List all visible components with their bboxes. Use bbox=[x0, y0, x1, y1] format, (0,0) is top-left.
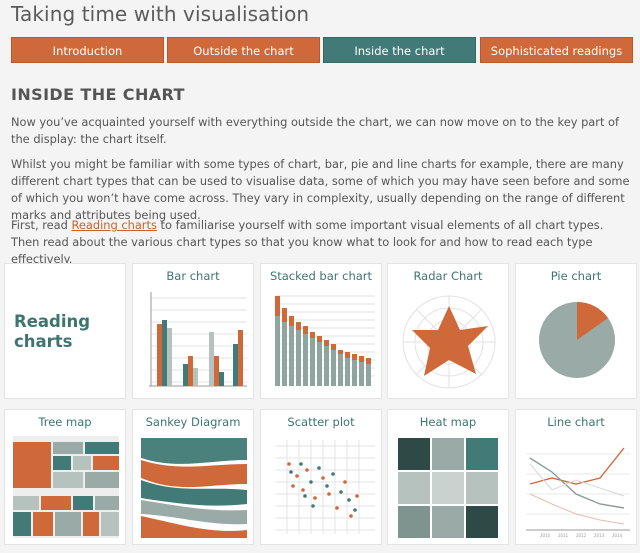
reading-charts-link[interactable]: Reading charts bbox=[71, 218, 157, 232]
card-title: Scatter plot bbox=[287, 415, 355, 429]
tab-sophisticated-readings[interactable]: Sophisticated readings bbox=[480, 37, 633, 63]
line-chart-tick-label: 2011 bbox=[558, 533, 569, 538]
card-heat-map[interactable]: Heat map bbox=[387, 409, 509, 545]
tab-outside-the-chart[interactable]: Outside the chart bbox=[167, 37, 320, 63]
radar-chart-thumbnail bbox=[402, 295, 496, 389]
sankey-diagram-thumbnail bbox=[141, 438, 247, 538]
card-title: Pie chart bbox=[550, 269, 602, 283]
card-title: Sankey Diagram bbox=[145, 415, 241, 429]
tree-map-thumbnail bbox=[13, 436, 119, 538]
section-tabs: Introduction Outside the chart Inside th… bbox=[11, 37, 633, 63]
card-title: Line chart bbox=[547, 415, 605, 429]
card-title: Reading charts bbox=[14, 312, 91, 351]
heat-map-thumbnail bbox=[398, 438, 498, 538]
line-chart-tick-label: 2013 bbox=[594, 533, 605, 538]
intro-paragraph: Now you’ve acquainted yourself with ever… bbox=[11, 115, 620, 146]
card-title: Heat map bbox=[419, 415, 477, 429]
card-tree-map[interactable]: Tree map bbox=[4, 409, 126, 545]
card-title: Stacked bar chart bbox=[269, 269, 373, 283]
site-title: Taking time with visualisation bbox=[11, 2, 310, 26]
card-pie-chart[interactable]: Pie chart bbox=[515, 263, 637, 399]
scatter-plot-thumbnail bbox=[275, 440, 375, 534]
card-scatter-plot[interactable]: Scatter plot bbox=[260, 409, 382, 545]
line-chart-tick-label: 2014 bbox=[612, 533, 623, 538]
reading-charts-paragraph: First, read Reading charts to familiaris… bbox=[11, 217, 633, 268]
card-title: Radar Chart bbox=[413, 269, 483, 283]
card-radar-chart[interactable]: Radar Chart bbox=[387, 263, 509, 399]
card-title: Bar chart bbox=[166, 269, 220, 283]
line-chart-tick-label: 2012 bbox=[576, 533, 587, 538]
page-title: INSIDE THE CHART bbox=[11, 85, 185, 104]
pie-chart-thumbnail bbox=[539, 302, 615, 378]
tab-inside-the-chart[interactable]: Inside the chart bbox=[323, 37, 476, 63]
tab-introduction[interactable]: Introduction bbox=[11, 37, 164, 63]
chart-types-paragraph: Whilst you might be familiar with some t… bbox=[11, 157, 630, 222]
stacked-bar-chart-thumbnail bbox=[275, 295, 375, 386]
card-line-chart[interactable]: Line chart 2010 2011 2012 2013 2014 bbox=[515, 409, 637, 545]
card-sankey-diagram[interactable]: Sankey Diagram bbox=[132, 409, 254, 545]
paragraph-text-start: First, read bbox=[11, 218, 72, 232]
paragraph-text-end: to familiarise yourself with some import… bbox=[11, 218, 604, 266]
card-reading-charts[interactable]: Reading charts bbox=[4, 263, 126, 399]
line-chart-thumbnail: 2010 2011 2012 2013 2014 bbox=[526, 447, 630, 538]
line-chart-tick-label: 2010 bbox=[540, 533, 551, 538]
card-stacked-bar-chart[interactable]: Stacked bar chart bbox=[260, 263, 382, 399]
bar-chart-thumbnail bbox=[149, 292, 247, 387]
card-bar-chart[interactable]: Bar chart bbox=[132, 263, 254, 399]
card-title: Tree map bbox=[38, 415, 92, 429]
